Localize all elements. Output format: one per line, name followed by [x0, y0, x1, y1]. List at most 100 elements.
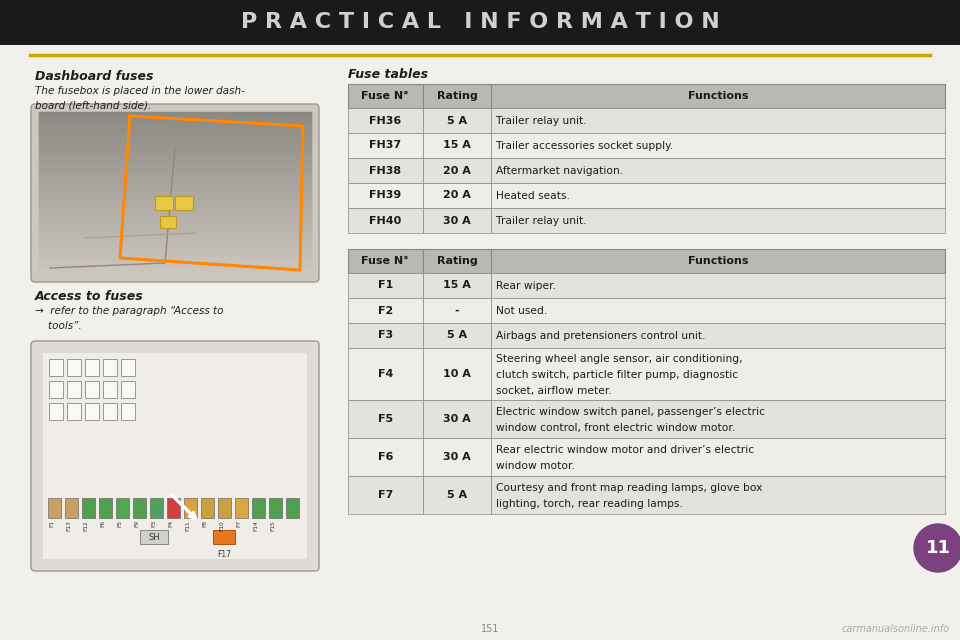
- Text: F2: F2: [377, 305, 393, 316]
- Text: F4: F4: [377, 369, 393, 379]
- Bar: [492, 298, 945, 323]
- Text: F17: F17: [217, 550, 231, 559]
- Bar: [82, 498, 95, 518]
- Text: F6: F6: [377, 452, 393, 462]
- Text: F8: F8: [202, 520, 207, 527]
- Text: clutch switch, particle filter pump, diagnostic: clutch switch, particle filter pump, dia…: [496, 370, 738, 380]
- Bar: [348, 158, 422, 183]
- Text: 5 A: 5 A: [447, 115, 467, 125]
- Bar: [422, 183, 492, 208]
- Text: F6: F6: [100, 520, 105, 527]
- Bar: [348, 348, 422, 400]
- Bar: [422, 133, 492, 158]
- Text: Rear wiper.: Rear wiper.: [496, 282, 556, 291]
- Bar: [422, 208, 492, 233]
- Bar: [150, 498, 163, 518]
- Bar: [348, 438, 422, 476]
- Bar: [133, 498, 146, 518]
- Bar: [422, 323, 492, 348]
- Bar: [348, 249, 422, 273]
- Text: F9: F9: [134, 520, 139, 527]
- Text: Heated seats.: Heated seats.: [496, 191, 570, 202]
- Bar: [269, 498, 282, 518]
- Bar: [67, 403, 81, 420]
- Bar: [85, 359, 99, 376]
- Bar: [348, 476, 422, 514]
- Text: SH: SH: [148, 532, 159, 541]
- Bar: [492, 323, 945, 348]
- Bar: [348, 400, 422, 438]
- Bar: [492, 108, 945, 133]
- Text: Functions: Functions: [688, 91, 749, 101]
- Text: FH39: FH39: [370, 191, 401, 200]
- FancyBboxPatch shape: [31, 104, 319, 282]
- Bar: [49, 359, 63, 376]
- Text: F5: F5: [377, 414, 393, 424]
- Text: -: -: [455, 305, 459, 316]
- Bar: [492, 476, 945, 514]
- Text: F10: F10: [219, 520, 224, 531]
- Bar: [422, 476, 492, 514]
- Bar: [160, 216, 176, 228]
- Circle shape: [914, 524, 960, 572]
- Text: →  refer to the paragraph “Access to
    tools”.: → refer to the paragraph “Access to tool…: [35, 306, 224, 331]
- Bar: [218, 498, 231, 518]
- Bar: [201, 498, 214, 518]
- Text: 151: 151: [481, 624, 499, 634]
- Text: Airbags and pretensioners control unit.: Airbags and pretensioners control unit.: [496, 332, 706, 342]
- Text: F7: F7: [377, 490, 393, 500]
- Bar: [422, 298, 492, 323]
- Text: 10 A: 10 A: [443, 369, 471, 379]
- Bar: [492, 208, 945, 233]
- Bar: [492, 400, 945, 438]
- Text: 5 A: 5 A: [447, 330, 467, 340]
- Bar: [422, 348, 492, 400]
- Text: F15: F15: [270, 520, 275, 531]
- Text: Trailer accessories socket supply.: Trailer accessories socket supply.: [496, 141, 674, 152]
- Bar: [492, 183, 945, 208]
- Text: F1: F1: [49, 520, 54, 527]
- Text: carmanualsonline.info: carmanualsonline.info: [842, 624, 950, 634]
- Bar: [422, 84, 492, 108]
- Bar: [167, 498, 180, 518]
- Text: F11: F11: [185, 520, 190, 531]
- Text: Trailer relay unit.: Trailer relay unit.: [496, 216, 587, 227]
- Bar: [492, 348, 945, 400]
- Text: F3: F3: [377, 330, 393, 340]
- Text: Not used.: Not used.: [496, 307, 547, 316]
- Text: FH37: FH37: [370, 141, 401, 150]
- Text: Fuse tables: Fuse tables: [348, 68, 428, 81]
- Text: P R A C T I C A L   I N F O R M A T I O N: P R A C T I C A L I N F O R M A T I O N: [241, 13, 719, 33]
- Bar: [67, 381, 81, 398]
- Bar: [155, 196, 173, 210]
- Bar: [43, 353, 307, 559]
- Bar: [85, 381, 99, 398]
- Bar: [348, 108, 422, 133]
- Bar: [140, 530, 168, 544]
- Bar: [348, 84, 422, 108]
- Text: The fusebox is placed in the lower dash-
board (left-hand side).: The fusebox is placed in the lower dash-…: [35, 86, 245, 111]
- Bar: [492, 158, 945, 183]
- Bar: [85, 403, 99, 420]
- Bar: [0, 0, 960, 45]
- Bar: [235, 498, 248, 518]
- Bar: [286, 498, 299, 518]
- Text: F4: F4: [168, 520, 173, 527]
- Text: Steering wheel angle sensor, air conditioning,: Steering wheel angle sensor, air conditi…: [496, 354, 743, 364]
- Bar: [348, 133, 422, 158]
- Bar: [422, 108, 492, 133]
- Text: 20 A: 20 A: [443, 191, 471, 200]
- Bar: [49, 403, 63, 420]
- Text: Trailer relay unit.: Trailer relay unit.: [496, 116, 587, 127]
- Text: socket, airflow meter.: socket, airflow meter.: [496, 385, 612, 396]
- Text: 15 A: 15 A: [443, 280, 471, 291]
- Bar: [348, 183, 422, 208]
- Text: 11: 11: [925, 539, 950, 557]
- Text: F12: F12: [83, 520, 88, 531]
- Text: 20 A: 20 A: [443, 166, 471, 175]
- Bar: [103, 359, 117, 376]
- Bar: [492, 438, 945, 476]
- Text: 15 A: 15 A: [443, 141, 471, 150]
- Text: FH40: FH40: [370, 216, 401, 225]
- Text: F14: F14: [253, 520, 258, 531]
